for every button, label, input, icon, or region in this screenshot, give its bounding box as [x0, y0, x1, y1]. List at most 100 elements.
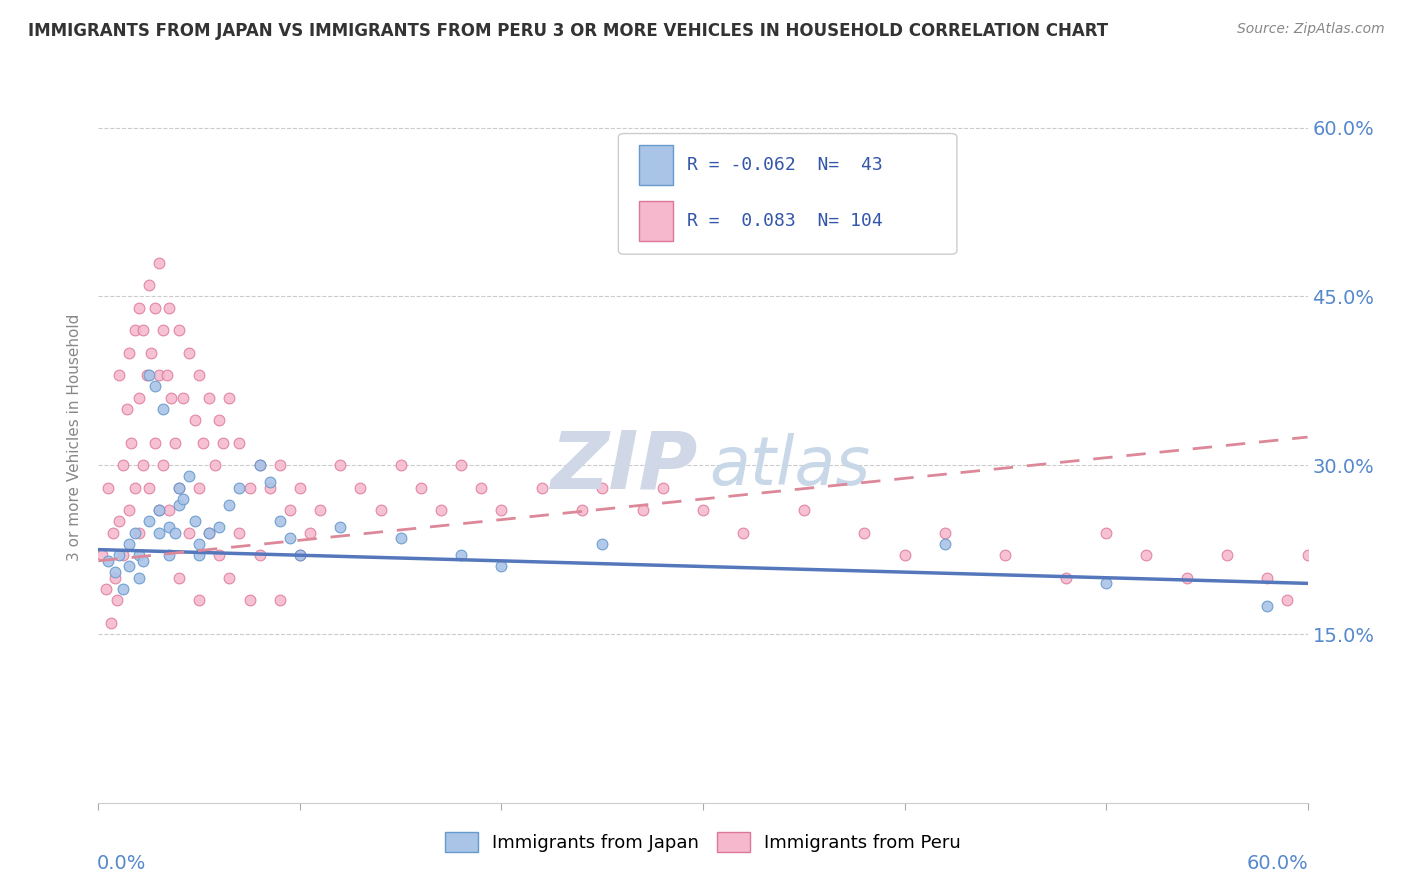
Point [530, 481, 553, 495]
Point [188, 593, 211, 607]
Point [1095, 525, 1118, 540]
Y-axis label: 3 or more Vehicles in Household: 3 or more Vehicles in Household [67, 313, 83, 561]
Point [1357, 615, 1379, 630]
Point [105, 593, 128, 607]
Point [893, 548, 915, 562]
FancyBboxPatch shape [619, 134, 957, 254]
Point [157, 548, 180, 562]
Point [167, 571, 190, 585]
Point [111, 582, 134, 596]
Legend: Immigrants from Japan, Immigrants from Peru: Immigrants from Japan, Immigrants from P… [439, 825, 967, 860]
Point [450, 548, 472, 562]
Point [188, 537, 211, 551]
Point [97, 554, 120, 568]
Point [143, 435, 166, 450]
Point [100, 615, 122, 630]
Point [1256, 599, 1278, 613]
Point [143, 301, 166, 315]
Point [228, 481, 250, 495]
Point [128, 571, 150, 585]
Point [228, 435, 250, 450]
Point [167, 498, 190, 512]
Point [103, 565, 125, 579]
Point [138, 515, 160, 529]
Point [370, 503, 392, 517]
Point [179, 345, 201, 359]
Point [1376, 638, 1399, 652]
Point [249, 548, 271, 562]
Point [135, 368, 157, 383]
Text: ZIP: ZIP [550, 427, 697, 506]
Point [163, 525, 186, 540]
Point [1135, 548, 1157, 562]
Point [994, 548, 1017, 562]
Point [132, 458, 155, 473]
Point [118, 503, 141, 517]
Point [491, 559, 513, 574]
Point [96, 582, 118, 596]
Point [793, 503, 815, 517]
Point [733, 525, 755, 540]
Point [1316, 571, 1339, 585]
Point [118, 345, 141, 359]
Point [389, 458, 412, 473]
Text: IMMIGRANTS FROM JAPAN VS IMMIGRANTS FROM PERU 3 OR MORE VEHICLES IN HOUSEHOLD CO: IMMIGRANTS FROM JAPAN VS IMMIGRANTS FROM… [28, 22, 1108, 40]
Point [1296, 548, 1319, 562]
Point [132, 554, 155, 568]
Point [148, 525, 170, 540]
Point [97, 481, 120, 495]
Point [128, 301, 150, 315]
Point [299, 525, 322, 540]
Point [152, 323, 174, 337]
Point [228, 525, 250, 540]
Point [239, 593, 262, 607]
Text: 60.0%: 60.0% [1247, 854, 1309, 873]
Point [139, 345, 162, 359]
Point [167, 481, 190, 495]
Point [124, 525, 146, 540]
Point [138, 368, 160, 383]
Point [208, 520, 231, 534]
Point [101, 525, 124, 540]
Point [1216, 548, 1239, 562]
Point [329, 520, 352, 534]
Text: R =  0.083  N= 104: R = 0.083 N= 104 [688, 212, 883, 230]
Point [115, 401, 138, 416]
Point [148, 503, 170, 517]
FancyBboxPatch shape [638, 145, 673, 186]
Point [179, 469, 201, 483]
Point [107, 515, 129, 529]
Point [132, 323, 155, 337]
Point [138, 278, 160, 293]
Point [212, 435, 235, 450]
Point [184, 515, 207, 529]
Point [172, 391, 194, 405]
Point [163, 435, 186, 450]
Point [167, 481, 190, 495]
Point [179, 525, 201, 540]
Point [349, 481, 371, 495]
Point [152, 401, 174, 416]
Point [278, 503, 301, 517]
Point [120, 435, 142, 450]
Point [118, 537, 141, 551]
Point [188, 548, 211, 562]
Text: atlas: atlas [709, 434, 870, 500]
Point [184, 413, 207, 427]
Point [193, 435, 215, 450]
Point [128, 525, 150, 540]
Point [148, 503, 170, 517]
Point [172, 491, 194, 506]
Point [218, 391, 240, 405]
Point [259, 481, 281, 495]
Point [157, 503, 180, 517]
Point [198, 391, 221, 405]
Text: R = -0.062  N=  43: R = -0.062 N= 43 [688, 156, 883, 174]
Point [218, 498, 240, 512]
Point [491, 503, 513, 517]
Point [651, 481, 673, 495]
Point [124, 323, 146, 337]
Point [128, 391, 150, 405]
Point [157, 301, 180, 315]
Point [143, 379, 166, 393]
